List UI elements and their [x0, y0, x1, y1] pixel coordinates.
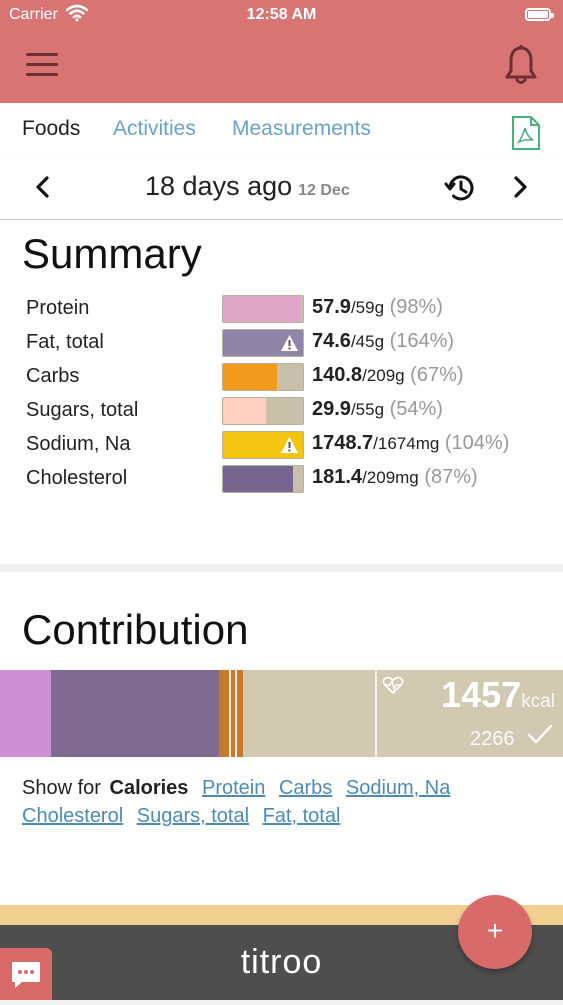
nutrient-progress-bar	[222, 295, 304, 323]
nutrient-progress-bar	[222, 465, 304, 493]
clock: 12:58 AM	[246, 6, 317, 23]
footer-accent	[0, 905, 563, 925]
relative-date: 18 days ago	[145, 171, 293, 201]
history-icon[interactable]	[444, 172, 476, 204]
progress-fill	[223, 296, 302, 322]
nutrient-label: Fat, total	[26, 331, 104, 353]
metric-link-carbs[interactable]: Carbs	[278, 777, 333, 799]
battery-icon	[525, 8, 554, 21]
chevron-right-icon[interactable]	[509, 175, 531, 199]
chat-button[interactable]	[0, 948, 52, 1000]
nutrient-row[interactable]: Cholesterol 181.4/209mg (87%)	[0, 462, 563, 496]
nutrient-row[interactable]: Sugars, total 29.9/55g (54%)	[0, 394, 563, 428]
segment-divider	[229, 670, 231, 757]
nutrient-value: 140.8/209g (67%)	[312, 364, 464, 386]
metric-link-sugars[interactable]: Sugars, total	[136, 805, 250, 827]
summary-card: Summary Protein 57.9/59g (98%) Fat, total 7…	[0, 220, 563, 564]
nutrient-row[interactable]: Carbs 140.8/209g (67%)	[0, 360, 563, 394]
progress-fill	[223, 364, 277, 390]
add-button[interactable]: +	[458, 895, 532, 969]
nutrient-row[interactable]: Fat, total 74.6/45g (164%)	[0, 326, 563, 360]
goal-marker	[375, 670, 377, 757]
calendar-date: 12 Dec	[298, 182, 350, 199]
metric-link-cholesterol[interactable]: Cholesterol	[22, 805, 124, 827]
nutrient-value: 181.4/209mg (87%)	[312, 466, 478, 488]
nutrient-label: Carbs	[26, 365, 80, 387]
chevron-left-icon[interactable]	[32, 175, 54, 199]
chat-icon	[12, 962, 40, 988]
contribution-card: Contribution 1457kcal 2266 Show for Calo…	[0, 572, 563, 905]
calorie-total-value: 1457	[441, 674, 522, 715]
current-date[interactable]: 18 days ago 12 Dec	[145, 171, 350, 202]
progress-fill	[223, 398, 267, 424]
carrier-label: Carrier	[9, 6, 58, 23]
contribution-strip[interactable]: 1457kcal 2266	[0, 670, 563, 757]
nutrient-label: Cholesterol	[26, 467, 128, 489]
selected-metric: Calories	[109, 777, 189, 799]
nutrient-progress-bar	[222, 431, 304, 459]
nutrient-label: Protein	[26, 297, 90, 319]
metric-link-sodium[interactable]: Sodium, Na	[345, 777, 451, 799]
contribution-segment[interactable]	[51, 670, 219, 757]
segment-divider	[235, 670, 237, 757]
nutrient-row[interactable]: Protein 57.9/59g (98%)	[0, 292, 563, 326]
nutrient-label: Sugars, total	[26, 399, 139, 421]
date-navigator: 18 days ago 12 Dec	[0, 159, 563, 219]
warning-icon	[281, 437, 298, 453]
metric-link-fat[interactable]: Fat, total	[262, 805, 341, 827]
summary-title: Summary	[22, 230, 202, 277]
show-for-selector: Show for Calories Protein Carbs Sodium, …	[22, 774, 552, 830]
wifi-icon	[66, 4, 88, 22]
bell-icon[interactable]	[503, 44, 539, 88]
warning-icon	[281, 335, 298, 351]
status-bar: Carrier 12:58 AM	[0, 0, 563, 30]
tab-foods[interactable]: Foods	[22, 117, 81, 140]
nutrient-row[interactable]: Sodium, Na 1748.7/1674mg (104%)	[0, 428, 563, 462]
nutrient-value: 74.6/45g (164%)	[312, 330, 455, 352]
nutrient-progress-bar	[222, 363, 304, 391]
nutrient-label: Sodium, Na	[26, 433, 131, 455]
menu-icon[interactable]	[26, 53, 58, 79]
nutrient-value: 57.9/59g (98%)	[312, 296, 443, 318]
metric-link-protein[interactable]: Protein	[202, 777, 266, 799]
nutrient-progress-bar	[222, 329, 304, 357]
brand-logo: titroo	[240, 943, 323, 981]
nutrient-value: 29.9/55g (54%)	[312, 398, 443, 420]
progress-fill	[223, 466, 293, 492]
tab-bar: Foods Activities Measurements	[0, 103, 563, 159]
nutrient-progress-bar	[222, 397, 304, 425]
pdf-icon[interactable]	[511, 115, 541, 151]
contribution-title: Contribution	[22, 606, 249, 653]
app-bar	[0, 30, 563, 103]
nutrient-value: 1748.7/1674mg (104%)	[312, 432, 510, 454]
calorie-unit: kcal	[521, 691, 555, 712]
check-icon	[527, 724, 553, 744]
contribution-segment[interactable]	[219, 670, 243, 757]
heart-rate-icon	[382, 676, 404, 694]
tab-activities[interactable]: Activities	[113, 117, 196, 140]
calorie-total: 1457kcal	[441, 674, 555, 716]
calorie-target: 2266	[470, 728, 515, 750]
tab-measurements[interactable]: Measurements	[232, 117, 371, 140]
contribution-segment[interactable]	[0, 670, 51, 757]
show-for-label: Show for	[22, 777, 101, 799]
